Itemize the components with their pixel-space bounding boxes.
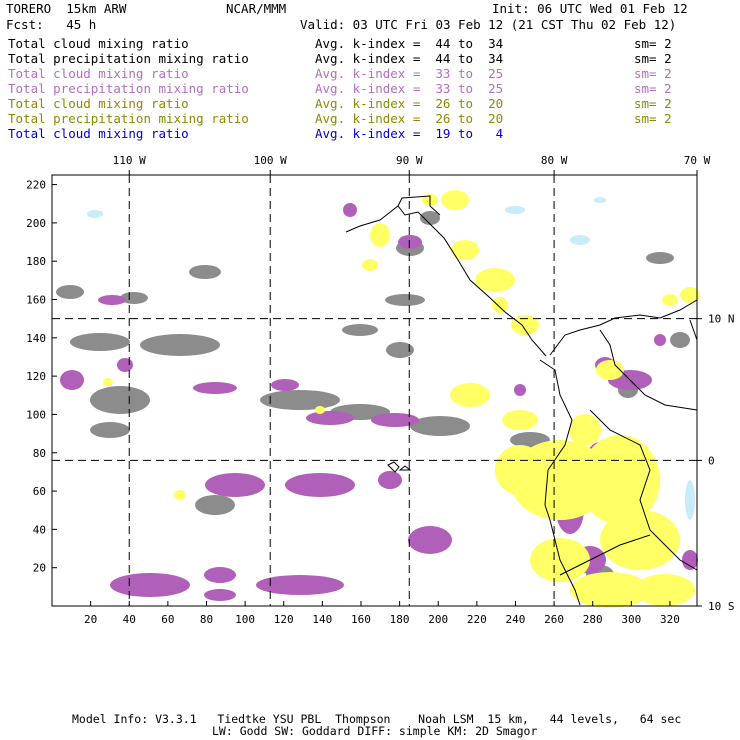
model-name: TORERO 15km ARW xyxy=(6,1,127,16)
y-tick-label: 140 xyxy=(26,332,46,345)
x-tick-label: 60 xyxy=(161,613,174,626)
y-tick-label: 160 xyxy=(26,294,46,307)
map-axes: 20 40 60 80 100 120 140 160 180 200 220 240 260 280 30… xyxy=(26,154,734,626)
legend-sm: sm= 2 xyxy=(634,111,672,126)
x-tick-label: 160 xyxy=(351,613,371,626)
lon-label: 90 W xyxy=(396,154,423,167)
x-tick-label: 320 xyxy=(660,613,680,626)
x-tick-label: 280 xyxy=(583,613,603,626)
x-tick-label: 180 xyxy=(390,613,410,626)
legend-field: Total cloud mixing ratio xyxy=(8,36,189,51)
precip-fields xyxy=(56,190,700,608)
legend-kindex: Avg. k-index = 33 to 25 xyxy=(315,81,504,96)
y-tick-label: 220 xyxy=(26,179,46,192)
center-name: NCAR/MMM xyxy=(226,1,287,16)
legend-sm: sm= 2 xyxy=(634,51,672,66)
x-tick-label: 20 xyxy=(84,613,97,626)
y-tick-label: 80 xyxy=(33,447,46,460)
lon-label: 100 W xyxy=(254,154,287,167)
x-tick-label: 100 xyxy=(235,613,255,626)
legend-kindex: Avg. k-index = 26 to 20 xyxy=(315,96,504,111)
lon-label: 110 W xyxy=(113,154,146,167)
y-tick-label: 20 xyxy=(33,562,46,575)
x-tick-label: 200 xyxy=(428,613,448,626)
lat-label: 0 xyxy=(708,454,715,467)
x-tick-label: 260 xyxy=(544,613,564,626)
footer-physics-info: LW: Godd SW: Goddard DIFF: simple KM: 2D… xyxy=(212,724,538,738)
y-tick-label: 200 xyxy=(26,217,46,230)
legend-kindex: Avg. k-index = 33 to 25 xyxy=(315,66,504,81)
lat-label: 10 N xyxy=(708,313,735,326)
x-tick-label: 140 xyxy=(312,613,332,626)
legend-field: Total cloud mixing ratio xyxy=(8,126,189,141)
y-tick-label: 120 xyxy=(26,370,46,383)
y-tick-label: 180 xyxy=(26,255,46,268)
init-time: Init: 06 UTC Wed 01 Feb 12 xyxy=(492,1,688,16)
legend-sm: sm= 2 xyxy=(634,81,672,96)
legend-field: Total precipitation mixing ratio xyxy=(8,51,249,66)
legend-kindex: Avg. k-index = 44 to 34 xyxy=(315,51,504,66)
valid-time: Valid: 03 UTC Fri 03 Feb 12 (21 CST Thu … xyxy=(300,17,677,32)
legend-field: Total precipitation mixing ratio xyxy=(8,81,249,96)
y-tick-label: 40 xyxy=(33,523,46,536)
map-frame xyxy=(51,174,698,607)
lon-label: 80 W xyxy=(541,154,568,167)
legend-kindex: Avg. k-index = 44 to 34 xyxy=(315,36,504,51)
legend-sm: sm= 2 xyxy=(634,66,672,81)
y-tick-label: 60 xyxy=(33,485,46,498)
coastlines xyxy=(345,195,698,606)
lat-label: 10 S xyxy=(708,600,735,613)
y-tick-label: 100 xyxy=(26,408,46,421)
legend-field: Total cloud mixing ratio xyxy=(8,66,189,81)
legend-field: Total precipitation mixing ratio xyxy=(8,111,249,126)
x-tick-label: 40 xyxy=(123,613,136,626)
legend-field: Total cloud mixing ratio xyxy=(8,96,189,111)
forecast-hour: Fcst: 45 h xyxy=(6,17,97,32)
legend-kindex: Avg. k-index = 26 to 20 xyxy=(315,111,504,126)
legend-kindex: Avg. k-index = 19 to 4 xyxy=(315,126,504,141)
legend-sm: sm= 2 xyxy=(634,36,672,51)
x-tick-label: 80 xyxy=(200,613,213,626)
lon-label: 70 W xyxy=(684,154,711,167)
x-tick-label: 240 xyxy=(506,613,526,626)
x-tick-label: 120 xyxy=(274,613,294,626)
x-tick-label: 220 xyxy=(467,613,487,626)
legend-sm: sm= 2 xyxy=(634,96,672,111)
footer-model-info: Model Info: V3.3.1 Tiedtke YSU PBL Thomp… xyxy=(72,712,682,726)
x-tick-label: 300 xyxy=(621,613,641,626)
